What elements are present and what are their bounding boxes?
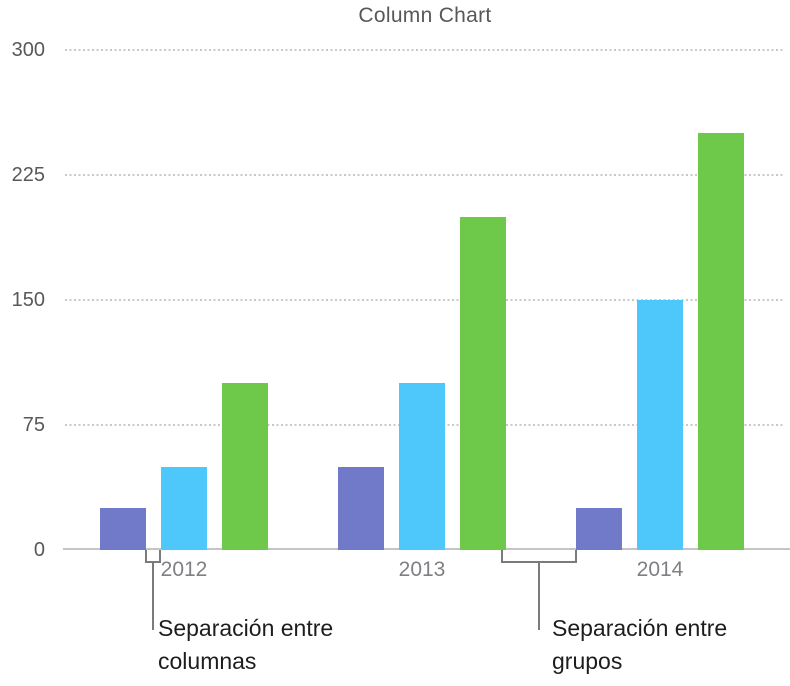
gridline-150 bbox=[65, 299, 785, 301]
chart-title: Column Chart bbox=[358, 4, 492, 27]
plot-area: 0 75 150 225 300 2012 2013 2014 bbox=[11, 39, 790, 581]
y-tick-label-225: 225 bbox=[11, 164, 45, 186]
y-tick-label-300: 300 bbox=[11, 39, 45, 61]
column-gap-pointer-line bbox=[152, 563, 154, 630]
group-gap-bracket bbox=[501, 550, 577, 563]
column-gap-label-line1: Separación entre bbox=[158, 615, 334, 641]
group-gap-label: Separación entre grupos bbox=[552, 612, 727, 678]
x-category-label-2012: 2012 bbox=[160, 558, 208, 581]
bar-2013-cyan-series bbox=[399, 383, 445, 550]
group-gap-pointer-line bbox=[538, 563, 540, 630]
bar-2014-purple-series bbox=[576, 508, 622, 550]
bar-2012-cyan-series bbox=[161, 466, 207, 550]
column-gap-label: Separación entre columnas bbox=[158, 612, 333, 678]
x-category-label-2013: 2013 bbox=[398, 558, 446, 581]
y-tick-label-150: 150 bbox=[11, 289, 45, 311]
bar-2012-purple-series bbox=[100, 508, 146, 550]
y-tick-label-0: 0 bbox=[33, 539, 45, 561]
bar-2014-green-series bbox=[698, 133, 744, 550]
bar-2013-green-series bbox=[460, 216, 506, 550]
group-gap-label-line1: Separación entre bbox=[552, 615, 728, 641]
x-category-label-2014: 2014 bbox=[636, 558, 684, 581]
y-tick-label-75: 75 bbox=[22, 414, 45, 436]
bar-2014-cyan-series bbox=[637, 300, 683, 550]
gridline-225 bbox=[65, 174, 785, 176]
bar-2013-purple-series bbox=[338, 466, 384, 550]
column-gap-label-line2: columnas bbox=[158, 648, 257, 674]
column-gap-bracket bbox=[145, 550, 161, 563]
group-gap-label-line2: grupos bbox=[552, 648, 623, 674]
gridline-300 bbox=[65, 49, 785, 51]
bar-2012-green-series bbox=[222, 383, 268, 550]
